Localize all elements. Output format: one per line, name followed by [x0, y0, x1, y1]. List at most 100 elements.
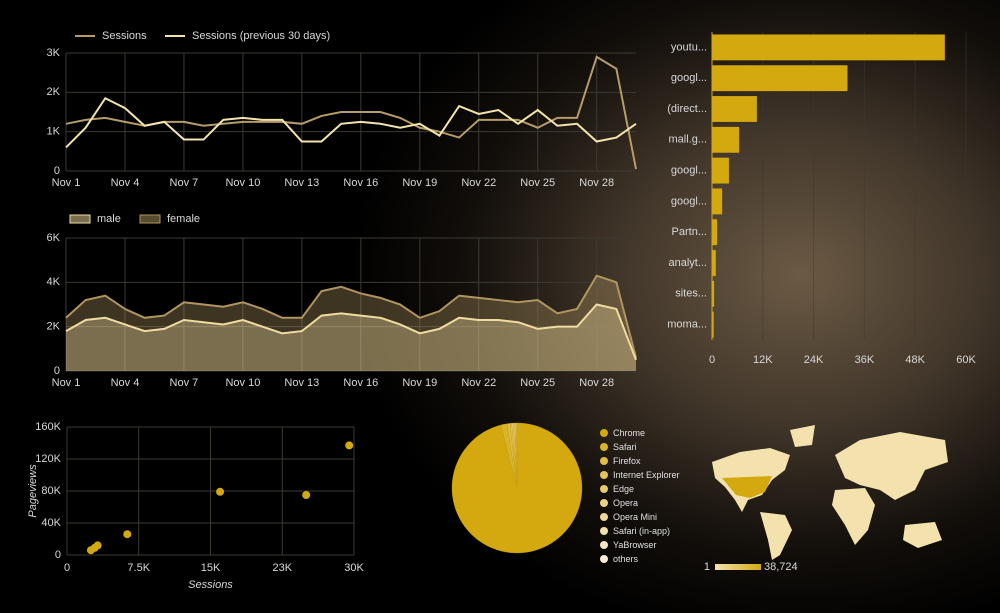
x-tick-label: Nov 25: [520, 177, 555, 189]
legend-item: Edge: [600, 484, 680, 494]
legend-label: Edge: [613, 484, 635, 494]
legend-item: Opera Mini: [600, 512, 680, 522]
line: [65, 96, 637, 149]
x-tick-label: Nov 28: [579, 177, 614, 189]
greenland: [790, 425, 815, 447]
point: [302, 491, 311, 499]
point: [93, 541, 102, 550]
legend-label: Safari: [613, 442, 637, 452]
y-tick-label: googl...: [671, 195, 707, 207]
y-tick-label: 160K: [35, 421, 61, 433]
x-tick-label: Nov 19: [402, 177, 437, 189]
bar: [712, 65, 848, 92]
y-tick-label: Partn...: [672, 226, 707, 238]
x-tick-label: Nov 10: [225, 377, 260, 389]
usa: [722, 476, 772, 498]
y-tick-label: googl...: [671, 165, 707, 177]
bar: [712, 96, 757, 122]
y-tick-label: 80K: [41, 485, 61, 497]
legend-swatch: [69, 214, 91, 224]
line: [65, 55, 637, 170]
legend-swatch: [600, 499, 608, 507]
legend-item: Safari (in-app): [600, 526, 680, 536]
legend-label: Opera: [613, 498, 639, 508]
y-axis-title: Pageviews: [27, 464, 39, 518]
x-tick-label: Nov 1: [52, 177, 81, 189]
australia: [903, 522, 942, 548]
bar: [712, 188, 723, 215]
bar: [712, 126, 740, 153]
x-tick-label: 30K: [344, 562, 364, 574]
x-tick-label: Nov 19: [402, 377, 437, 389]
bar: [712, 34, 945, 61]
legend-item: Firefox: [600, 456, 680, 466]
bar: [712, 157, 729, 184]
legend-swatch: [600, 513, 608, 521]
legend-label: Firefox: [613, 456, 641, 466]
x-tick-label: Nov 4: [111, 177, 140, 189]
legend-item: Chrome: [600, 428, 680, 438]
scale-min-label: 1: [704, 561, 710, 573]
legend-item: Safari: [600, 442, 680, 452]
legend-label: Sessions: [102, 30, 147, 42]
x-tick-label: 24K: [804, 354, 824, 366]
legend-label: Internet Explorer: [613, 470, 680, 480]
x-tick-label: Nov 7: [170, 177, 199, 189]
x-tick-label: Nov 1: [52, 377, 81, 389]
bar: [712, 219, 718, 246]
legend-label: female: [167, 213, 200, 225]
x-tick-label: Nov 28: [579, 377, 614, 389]
y-tick-label: 0: [54, 365, 60, 377]
x-tick-label: 60K: [956, 354, 976, 366]
legend-swatch: [600, 457, 608, 465]
y-tick-label: sites...: [675, 288, 707, 300]
pie-legend: Chrome Safari Firefox Internet Explorer Edge…: [600, 428, 680, 568]
legend-swatch: [600, 541, 608, 549]
y-tick-label: 40K: [41, 517, 61, 529]
area: [66, 304, 636, 371]
y-tick-label: 0: [55, 549, 61, 561]
x-tick-label: Nov 4: [111, 377, 140, 389]
x-tick-label: Nov 16: [343, 177, 378, 189]
legend-swatch: [600, 485, 608, 493]
legend-item: YaBrowser: [600, 540, 680, 550]
legend-swatch: [600, 429, 608, 437]
area: [66, 275, 636, 371]
legend-label: others: [613, 554, 639, 564]
x-tick-label: Nov 13: [284, 377, 319, 389]
x-tick-label: Nov 13: [284, 177, 319, 189]
south-america: [760, 512, 792, 560]
legend-swatch: [600, 471, 608, 479]
x-tick-label: Nov 22: [461, 377, 496, 389]
point: [345, 441, 354, 450]
x-tick-label: Nov 16: [343, 377, 378, 389]
x-tick-label: 36K: [855, 354, 875, 366]
bar: [712, 250, 716, 276]
y-tick-label: (direct...: [667, 103, 707, 115]
point: [216, 487, 225, 496]
x-tick-label: 23K: [272, 562, 292, 574]
x-tick-label: 12K: [753, 354, 773, 366]
x-tick-label: Nov 10: [225, 177, 260, 189]
y-tick-label: 2K: [47, 86, 61, 98]
x-axis-title: Sessions: [188, 579, 233, 591]
y-tick-label: googl...: [671, 72, 707, 84]
world-map: [712, 425, 948, 560]
legend-swatch: [600, 527, 608, 535]
legend-label: Safari (in-app): [613, 526, 671, 536]
x-tick-label: Nov 22: [461, 177, 496, 189]
legend-label: male: [97, 213, 121, 225]
x-tick-label: 0: [64, 562, 70, 574]
bar: [712, 311, 714, 338]
x-tick-label: 15K: [201, 562, 221, 574]
x-tick-label: 0: [709, 354, 715, 366]
y-tick-label: 3K: [47, 47, 61, 59]
y-tick-label: 6K: [47, 232, 61, 244]
area-line: [65, 274, 637, 358]
legend-swatch: [600, 443, 608, 451]
y-tick-label: 1K: [47, 126, 61, 138]
legend-item: Internet Explorer: [600, 470, 680, 480]
bar: [712, 280, 715, 307]
